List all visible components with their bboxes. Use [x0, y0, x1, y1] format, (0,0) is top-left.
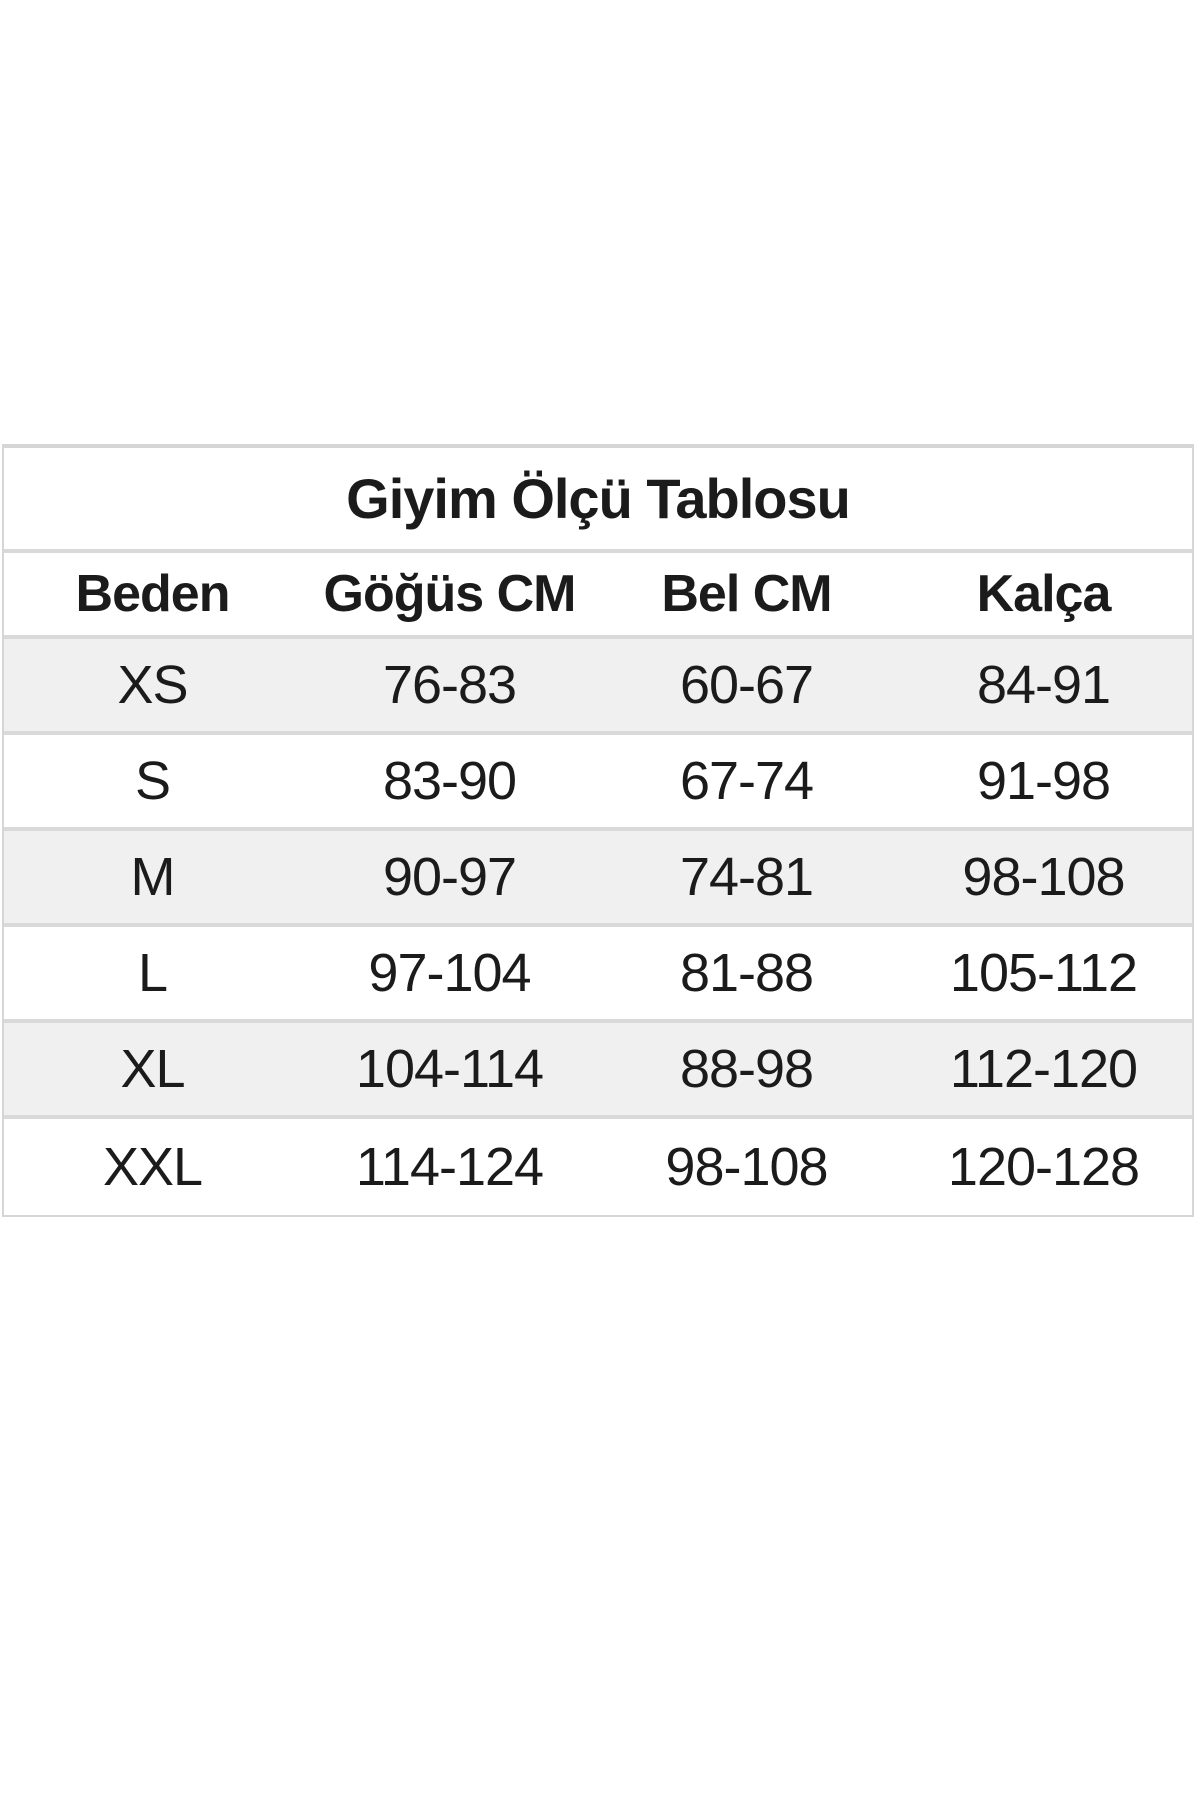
- cell-bel: 67-74: [679, 751, 814, 811]
- cell-bel: 74-81: [679, 847, 814, 907]
- cell-kalca: 112-120: [949, 1039, 1138, 1099]
- cell-kalca: 98-108: [962, 847, 1125, 907]
- cell-bel: 98-108: [665, 1137, 828, 1197]
- cell-gogus: 104-114: [355, 1039, 544, 1099]
- column-header-kalca: Kalça: [976, 565, 1112, 623]
- cell-gogus: 97-104: [368, 943, 531, 1003]
- size-chart-table: Giyim Ölçü Tablosu Beden Göğüs CM Bel CM…: [2, 444, 1194, 1217]
- table-row-xl: XL 104-114 88-98 112-120: [4, 1023, 1192, 1119]
- cell-beden: XS: [117, 655, 188, 715]
- cell-gogus: 114-124: [355, 1137, 544, 1197]
- table-title: Giyim Ölçü Tablosu: [4, 448, 1192, 553]
- cell-kalca: 120-128: [947, 1137, 1140, 1197]
- cell-beden: S: [134, 751, 171, 811]
- table-row-m: M 90-97 74-81 98-108: [4, 831, 1192, 927]
- table-row-xxl: XXL 114-124 98-108 120-128: [4, 1119, 1192, 1215]
- column-header-bel: Bel CM: [661, 565, 832, 623]
- cell-bel: 60-67: [679, 655, 814, 715]
- cell-kalca: 91-98: [976, 751, 1111, 811]
- cell-gogus: 76-83: [382, 655, 517, 715]
- cell-kalca: 84-91: [976, 655, 1111, 715]
- cell-beden: L: [137, 943, 168, 1003]
- column-header-beden: Beden: [75, 565, 231, 623]
- cell-gogus: 83-90: [382, 751, 517, 811]
- cell-beden: XL: [120, 1039, 185, 1099]
- cell-beden: M: [130, 847, 176, 907]
- table-header-row: Beden Göğüs CM Bel CM Kalça: [4, 553, 1192, 639]
- cell-kalca: 105-112: [949, 943, 1138, 1003]
- table-row-l: L 97-104 81-88 105-112: [4, 927, 1192, 1023]
- cell-bel: 88-98: [679, 1039, 814, 1099]
- cell-bel: 81-88: [679, 943, 814, 1003]
- table-row-xs: XS 76-83 60-67 84-91: [4, 639, 1192, 735]
- cell-beden: XXL: [102, 1137, 203, 1197]
- table-row-s: S 83-90 67-74 91-98: [4, 735, 1192, 831]
- column-header-gogus: Göğüs CM: [323, 565, 577, 623]
- cell-gogus: 90-97: [382, 847, 517, 907]
